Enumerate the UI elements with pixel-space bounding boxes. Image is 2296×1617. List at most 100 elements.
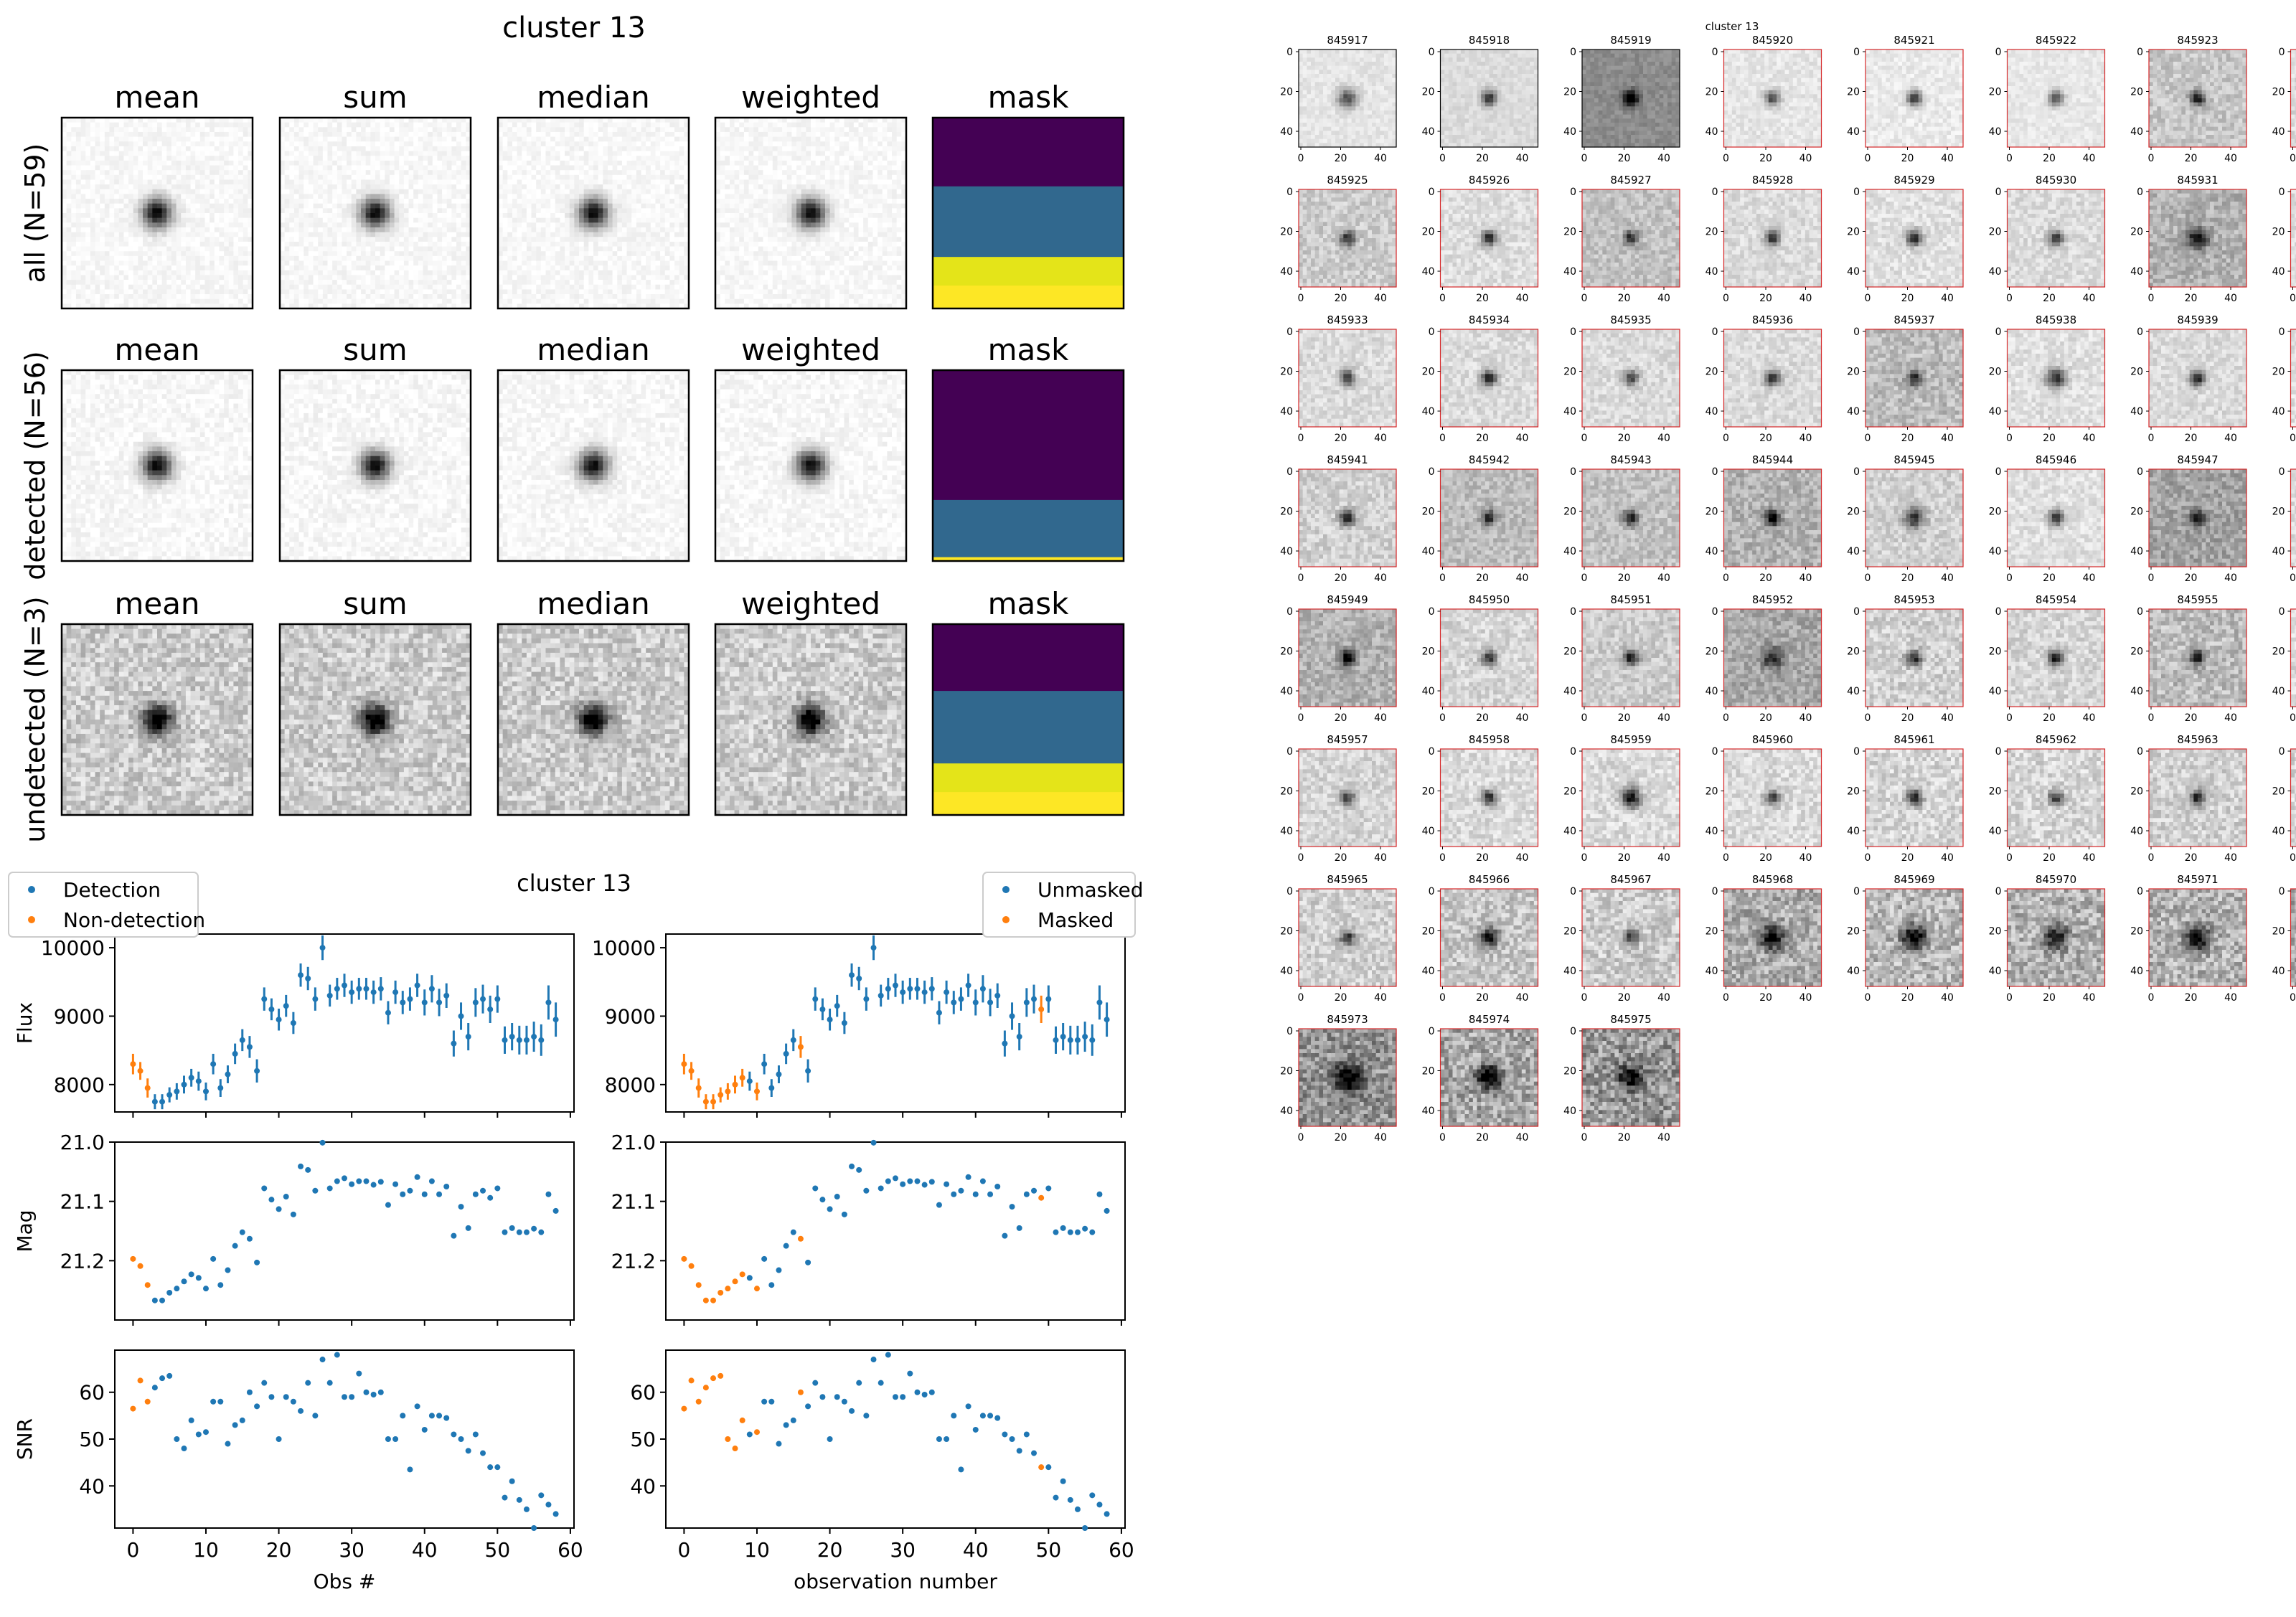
x-tick-label: 20 xyxy=(1476,992,1489,1004)
x-tick-label: 20 xyxy=(2043,852,2056,864)
data-point xyxy=(870,945,877,951)
data-point xyxy=(487,1006,494,1012)
thumbnail-id: 845969 xyxy=(1893,873,1934,886)
thumbnail-845952: 845952 0 0 20 20 40 40 xyxy=(1705,593,1822,724)
data-point xyxy=(217,1282,224,1288)
data-point xyxy=(702,1098,709,1105)
data-point xyxy=(246,1044,253,1050)
thumbnail-id: 845971 xyxy=(2177,873,2218,886)
y-tick-label: 20 xyxy=(1422,646,1435,658)
y-tick-label: 20 xyxy=(1847,506,1860,518)
data-point xyxy=(414,1403,420,1410)
data-point xyxy=(812,1185,819,1192)
data-point xyxy=(531,1034,537,1040)
data-point xyxy=(790,1037,796,1043)
y-tick-label: 20 xyxy=(1989,506,2002,518)
x-tick-label: 20 xyxy=(1335,293,1347,304)
data-point xyxy=(356,1370,362,1377)
stack-image-weighted xyxy=(714,369,908,562)
data-point xyxy=(428,986,435,992)
data-point xyxy=(1031,1187,1038,1194)
y-tick-label: 0 xyxy=(1429,1026,1435,1037)
y-tick-label: 20 xyxy=(1280,367,1293,378)
thumbnail-845925: 845925 0 0 20 20 40 40 xyxy=(1280,174,1397,304)
x-tick-label: 40 xyxy=(2224,852,2237,864)
thumbnail-frame xyxy=(1581,888,1680,987)
thumbnail-id: 845939 xyxy=(2177,314,2218,326)
x-tick-label: 20 xyxy=(2185,852,2198,864)
x-tick-label: 0 xyxy=(1865,852,1871,864)
data-point xyxy=(688,1067,695,1074)
data-point xyxy=(137,1067,144,1074)
y-tick-label: 40 xyxy=(1563,826,1576,837)
y-tick-label: 0 xyxy=(2279,47,2285,58)
stack-image-mean xyxy=(60,623,254,816)
x-tick-label: 50 xyxy=(1036,1538,1062,1562)
legend-marker xyxy=(28,916,35,923)
data-point xyxy=(797,1044,804,1050)
thumbnail-frame xyxy=(2290,49,2296,148)
y-tick-label: 20 xyxy=(1705,227,1718,238)
data-point xyxy=(849,1163,855,1169)
y-tick-label: 20 xyxy=(1989,87,2002,98)
y-tick-label: 20 xyxy=(1422,367,1435,378)
data-point xyxy=(944,1181,950,1187)
legend-marker xyxy=(1002,916,1010,923)
thumbnail-845938: 845938 0 0 20 20 40 40 xyxy=(1989,314,2106,444)
x-tick-label: 20 xyxy=(2043,572,2056,584)
data-point xyxy=(246,1235,253,1242)
thumbnail-id: 845921 xyxy=(1893,34,1934,47)
data-point xyxy=(516,1229,522,1235)
x-tick-label: 40 xyxy=(1516,1132,1529,1144)
x-tick-label: 0 xyxy=(1439,293,1446,304)
data-point xyxy=(979,1178,986,1184)
x-tick-label: 0 xyxy=(2148,852,2155,864)
y-tick-label: 0 xyxy=(1286,886,1293,897)
column-label: sum xyxy=(343,586,407,621)
thumbnail-frame xyxy=(2006,888,2106,987)
data-point xyxy=(392,1181,399,1187)
y-tick-label: 40 xyxy=(1280,1106,1293,1117)
x-tick-label: 20 xyxy=(1759,572,1772,584)
mask-panel xyxy=(931,623,1125,816)
thumbnail-frame xyxy=(1439,49,1539,148)
x-tick-label: 40 xyxy=(2083,572,2096,584)
y-tick-label: 0 xyxy=(2279,606,2285,618)
y-tick-label: 20 xyxy=(2272,87,2285,98)
y-tick-label: 21.2 xyxy=(611,1249,656,1273)
x-tick-label: 20 xyxy=(1901,433,1914,444)
data-point xyxy=(137,1377,144,1384)
thumbnail-frame xyxy=(2006,468,2106,567)
y-tick-label: 40 xyxy=(1280,406,1293,418)
y-tick-label: 40 xyxy=(1705,406,1718,418)
thumbnail-id: 845960 xyxy=(1752,733,1793,746)
panel-frame xyxy=(497,623,690,816)
x-tick-label: 20 xyxy=(1618,712,1631,724)
data-point xyxy=(805,1067,811,1074)
y-tick-label: 0 xyxy=(1286,47,1293,58)
thumbnail-845945: 845945 0 0 20 20 40 40 xyxy=(1847,453,1964,584)
x-tick-label: 40 xyxy=(1657,852,1670,864)
y-tick-label: 0 xyxy=(1570,326,1576,338)
thumbnail-frame xyxy=(2006,49,2106,148)
x-tick-label: 0 xyxy=(2006,153,2013,164)
data-point xyxy=(370,1392,377,1397)
x-tick-label: 40 xyxy=(1374,572,1387,584)
thumbnail-frame xyxy=(2148,888,2247,987)
y-tick-label: 40 xyxy=(1422,266,1435,278)
stacked-images-figure: cluster 13 all (N=59) mean sum median weight… xyxy=(19,11,1125,843)
data-point xyxy=(225,1267,231,1273)
y-tick-label: 40 xyxy=(2130,406,2143,418)
thumbnail-id: 845943 xyxy=(1610,453,1651,466)
thumbnail-id: 845935 xyxy=(1610,314,1651,326)
y-tick-label: 0 xyxy=(1995,187,2002,198)
thumbnail-frame xyxy=(2290,888,2296,987)
thumbnail-frame xyxy=(1298,329,1397,428)
data-point xyxy=(443,992,450,999)
panel-frame xyxy=(60,369,254,562)
stack-image-mean xyxy=(60,116,254,310)
y-tick-label: 0 xyxy=(1853,606,1860,618)
thumbnail-845939: 845939 0 0 20 20 40 40 xyxy=(2130,314,2247,444)
y-tick-label: 40 xyxy=(1422,826,1435,837)
data-point xyxy=(870,1357,877,1363)
